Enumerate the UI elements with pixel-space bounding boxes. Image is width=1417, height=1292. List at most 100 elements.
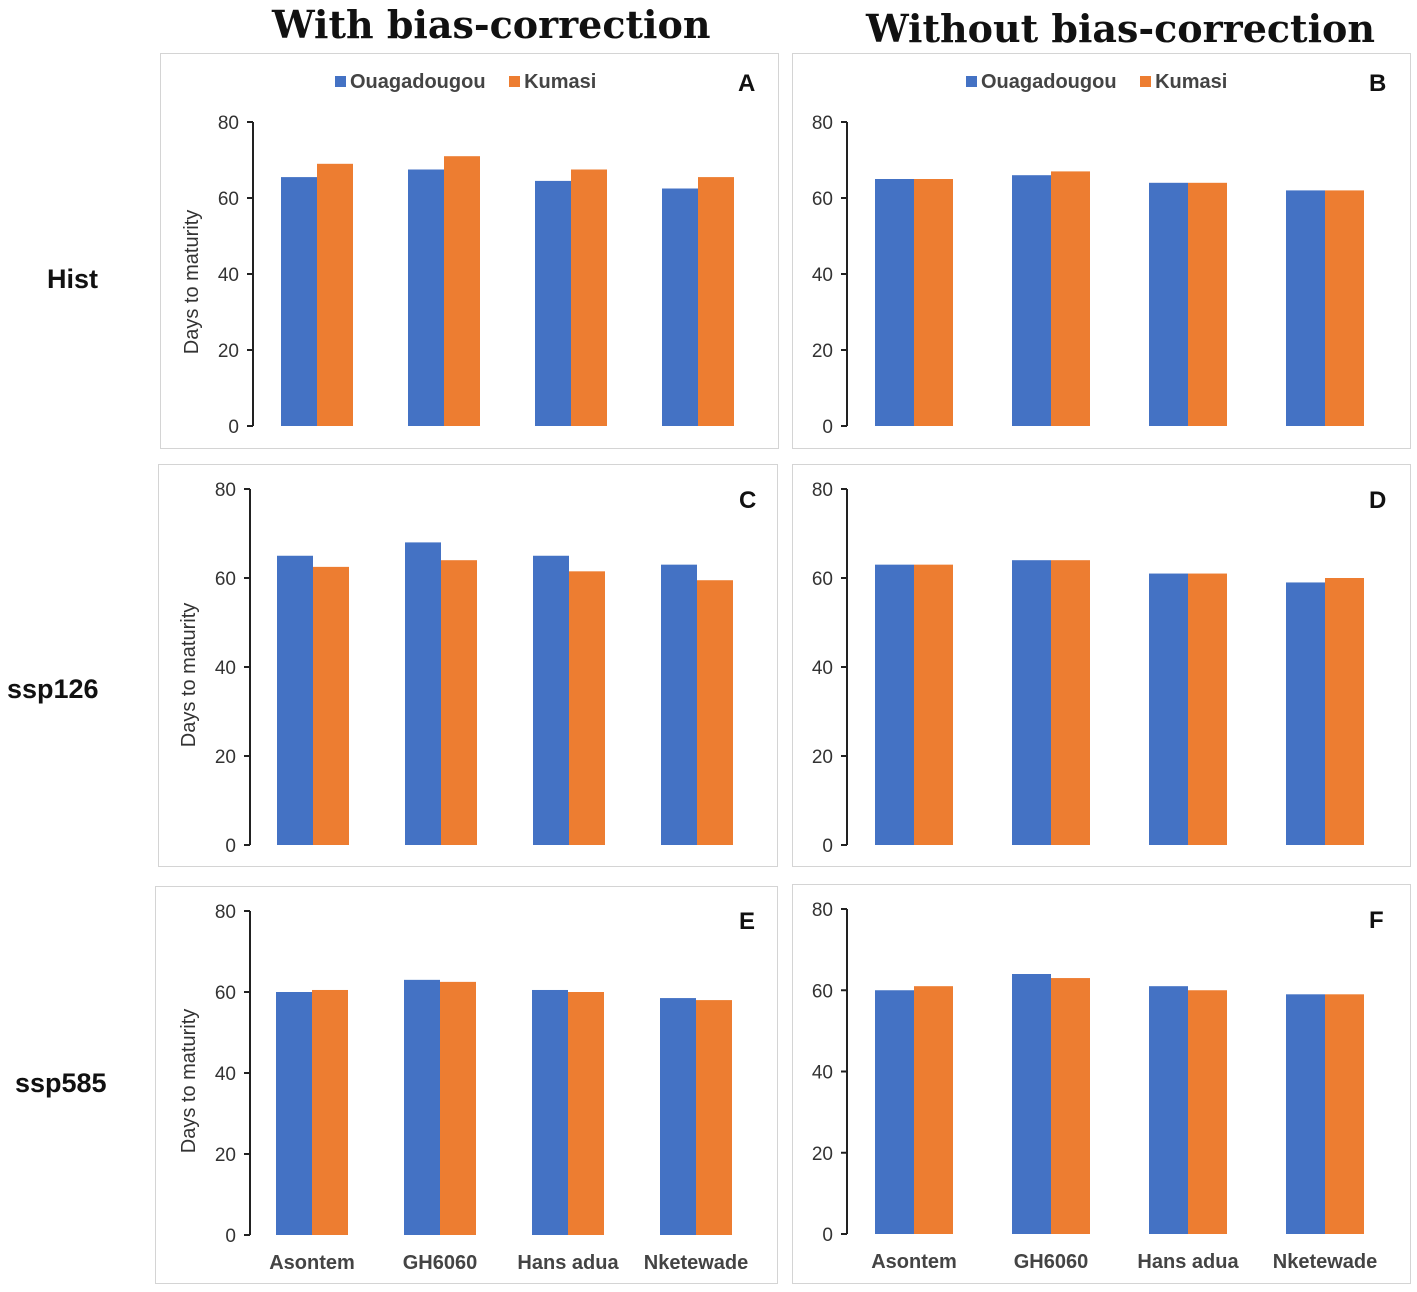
legend-item-ouagadougou: Ouagadougou <box>335 71 486 93</box>
panel-letter-e: E <box>739 908 756 935</box>
legend-a: Ouagadougou Kumasi <box>335 71 614 94</box>
bar-ouagadougou-gh6060 <box>1012 974 1051 1234</box>
chart-panel-b: 0 20 40 60 80 B Ouagadougou Kumasi <box>792 53 1411 449</box>
chart-svg-c: 0 20 40 60 80 Days to maturity <box>178 480 733 857</box>
y-tick-label: 20 <box>218 341 239 362</box>
bar-kumasi-nketewade <box>697 580 733 845</box>
bar-ouagadougou-nketewade <box>1286 994 1325 1234</box>
bar-kumasi-gh6060 <box>444 156 480 426</box>
bar-ouagadougou-nketewade <box>662 188 698 426</box>
y-tick-label: 80 <box>812 113 833 134</box>
bar-ouagadougou-asontem <box>281 177 317 426</box>
y-tick-label: 40 <box>812 1063 833 1084</box>
panel-letter-b: B <box>1369 70 1387 97</box>
x-tick-label: Hans adua <box>1137 1251 1239 1273</box>
column-title-with-bias-correction: With bias-correction <box>272 2 711 47</box>
y-tick-label: 60 <box>215 983 236 1004</box>
y-axis-label: Days to maturity <box>181 210 203 354</box>
column-title-without-bias-correction: Without bias-correction <box>866 6 1375 51</box>
legend-swatch-ouagadougou <box>966 76 977 87</box>
bar-ouagadougou-hans-adua <box>1149 182 1188 426</box>
bar-kumasi-gh6060 <box>440 981 476 1235</box>
legend-b: Ouagadougou Kumasi <box>966 71 1245 94</box>
bar-ouagadougou-hans-adua <box>1149 573 1188 845</box>
bar-kumasi-hans-adua <box>568 992 604 1235</box>
bar-ouagadougou-nketewade <box>1286 582 1325 845</box>
y-tick-label: 0 <box>225 836 236 857</box>
y-tick-label: 40 <box>215 1064 236 1085</box>
y-tick-label: 20 <box>812 341 833 362</box>
row-label-hist: Hist <box>47 264 99 294</box>
chart-svg-a: 0 20 40 60 80 Days to maturity <box>181 113 734 438</box>
chart-svg-f: 0 20 40 60 80 Asontem GH6060 Hans adua Nketewade <box>812 900 1377 1273</box>
y-tick-label: 40 <box>812 265 833 286</box>
legend-swatch-kumasi <box>1140 76 1152 87</box>
bar-ouagadougou-hans-adua <box>535 180 571 426</box>
chart-svg-b: 0 20 40 60 80 <box>812 113 1364 438</box>
bar-ouagadougou-gh6060 <box>1012 560 1051 845</box>
panel-letter-f: F <box>1369 907 1384 934</box>
bar-ouagadougou-gh6060 <box>1012 175 1051 426</box>
y-tick-label: 40 <box>812 658 833 679</box>
row-label-ssp126: ssp126 <box>7 674 99 704</box>
bar-kumasi-nketewade <box>1325 994 1364 1234</box>
legend-label-kumasi: Kumasi <box>1155 71 1228 93</box>
bar-kumasi-gh6060 <box>441 560 477 845</box>
bar-kumasi-nketewade <box>698 177 734 426</box>
y-tick-label: 80 <box>812 900 833 921</box>
bar-kumasi-hans-adua <box>1188 990 1227 1234</box>
bar-ouagadougou-nketewade <box>660 998 696 1235</box>
y-tick-label: 60 <box>218 189 239 210</box>
bar-ouagadougou-asontem <box>875 564 914 845</box>
bar-kumasi-asontem <box>914 179 953 426</box>
panel-letter-d: D <box>1369 487 1387 514</box>
y-tick-label: 60 <box>215 569 236 590</box>
chart-panel-a: 0 20 40 60 80 Days to maturity A Ouagadougou … <box>160 53 779 449</box>
y-tick-label: 80 <box>215 480 236 501</box>
y-tick-label: 20 <box>215 747 236 768</box>
bar-kumasi-gh6060 <box>1051 560 1090 845</box>
y-tick-label: 0 <box>228 417 239 438</box>
bar-ouagadougou-asontem <box>875 990 914 1234</box>
chart-panel-d: 0 20 40 60 80 D <box>792 464 1411 867</box>
y-tick-label: 60 <box>812 189 833 210</box>
bar-ouagadougou-gh6060 <box>404 979 440 1235</box>
y-tick-label: 80 <box>218 113 239 134</box>
bar-ouagadougou-asontem <box>277 555 313 845</box>
bar-kumasi-asontem <box>914 564 953 845</box>
y-tick-label: 60 <box>812 981 833 1002</box>
y-tick-label: 40 <box>215 658 236 679</box>
y-tick-label: 60 <box>812 569 833 590</box>
bar-kumasi-gh6060 <box>1051 978 1090 1234</box>
chart-svg-e: 0 20 40 60 80 Days to maturity Asontem GH6060 Ha… <box>178 902 749 1274</box>
bar-kumasi-asontem <box>914 986 953 1234</box>
y-tick-label: 20 <box>812 747 833 768</box>
bar-kumasi-asontem <box>312 989 348 1235</box>
bar-kumasi-hans-adua <box>571 169 607 426</box>
x-tick-label: Asontem <box>269 1252 355 1274</box>
legend-item-ouagadougou: Ouagadougou <box>966 71 1117 93</box>
legend-swatch-kumasi <box>509 76 521 87</box>
bar-ouagadougou-nketewade <box>1286 190 1325 426</box>
chart-panel-e: 0 20 40 60 80 Days to maturity Asontem GH6060 Ha… <box>155 886 778 1284</box>
chart-panel-f: 0 20 40 60 80 Asontem GH6060 Hans adua Nketewade… <box>792 884 1411 1284</box>
x-tick-label: GH6060 <box>403 1252 478 1274</box>
panel-letter-a: A <box>738 70 756 97</box>
bar-kumasi-asontem <box>317 163 353 427</box>
bar-kumasi-asontem <box>313 566 349 845</box>
panel-letter-c: C <box>739 487 757 514</box>
x-tick-label: Nketewade <box>644 1252 749 1274</box>
bar-ouagadougou-asontem <box>276 992 312 1235</box>
y-tick-label: 0 <box>225 1226 236 1247</box>
y-tick-label: 80 <box>215 902 236 923</box>
y-tick-label: 0 <box>822 836 833 857</box>
y-tick-label: 20 <box>215 1145 236 1166</box>
chart-svg-d: 0 20 40 60 80 <box>812 480 1364 857</box>
bar-ouagadougou-nketewade <box>661 564 697 845</box>
legend-swatch-ouagadougou <box>335 76 346 87</box>
legend-label-ouagadougou: Ouagadougou <box>981 71 1117 93</box>
bar-ouagadougou-asontem <box>875 179 914 426</box>
bar-ouagadougou-hans-adua <box>533 555 569 845</box>
bar-kumasi-nketewade <box>1325 190 1364 426</box>
bar-ouagadougou-gh6060 <box>408 169 444 426</box>
